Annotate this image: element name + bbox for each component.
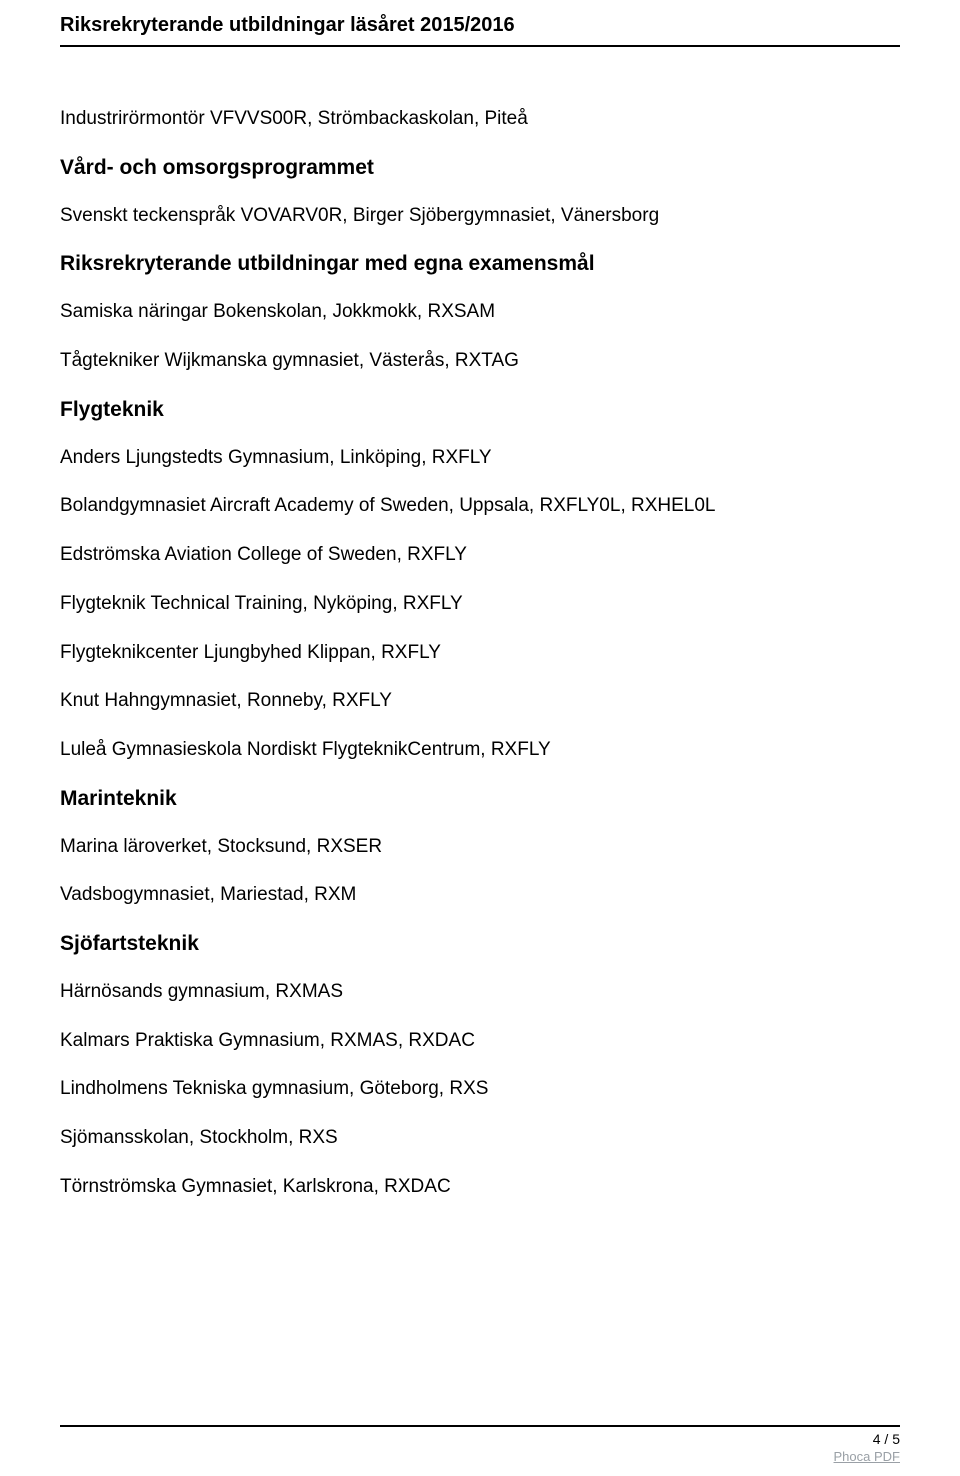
page-footer: 4 / 5 Phoca PDF	[60, 1425, 900, 1464]
body-text: Anders Ljungstedts Gymnasium, Linköping,…	[60, 446, 900, 471]
body-text: Härnösands gymnasium, RXMAS	[60, 980, 900, 1005]
section-heading: Riksrekryterande utbildningar med egna e…	[60, 252, 900, 276]
body-text: Industrirörmontör VFVVS00R, Strömbackask…	[60, 107, 900, 132]
page-number: 4 / 5	[60, 1431, 900, 1447]
body-text: Flygteknikcenter Ljungbyhed Klippan, RXF…	[60, 641, 900, 666]
body-text: Knut Hahngymnasiet, Ronneby, RXFLY	[60, 689, 900, 714]
phoca-pdf-link[interactable]: Phoca PDF	[60, 1449, 900, 1464]
body-text: Samiska näringar Bokenskolan, Jokkmokk, …	[60, 300, 900, 325]
header-divider	[60, 45, 900, 47]
body-text: Törnströmska Gymnasiet, Karlskrona, RXDA…	[60, 1175, 900, 1200]
section-heading: Vård- och omsorgsprogrammet	[60, 156, 900, 180]
section-heading: Marinteknik	[60, 787, 900, 811]
page-title: Riksrekryterande utbildningar läsåret 20…	[60, 14, 900, 37]
body-text: Bolandgymnasiet Aircraft Academy of Swed…	[60, 494, 900, 519]
body-text: Kalmars Praktiska Gymnasium, RXMAS, RXDA…	[60, 1029, 900, 1054]
body-text: Marina läroverket, Stocksund, RXSER	[60, 835, 900, 860]
body-text: Edströmska Aviation College of Sweden, R…	[60, 543, 900, 568]
body-text: Tågtekniker Wijkmanska gymnasiet, Väster…	[60, 349, 900, 374]
body-text: Vadsbogymnasiet, Mariestad, RXM	[60, 883, 900, 908]
body-text: Luleå Gymnasieskola Nordiskt FlygteknikC…	[60, 738, 900, 763]
body-text: Svenskt teckenspråk VOVARV0R, Birger Sjö…	[60, 204, 900, 229]
document-body: Industrirörmontör VFVVS00R, Strömbackask…	[60, 107, 900, 1199]
document-page: Riksrekryterande utbildningar läsåret 20…	[0, 0, 960, 1476]
body-text: Flygteknik Technical Training, Nyköping,…	[60, 592, 900, 617]
section-heading: Flygteknik	[60, 398, 900, 422]
footer-divider	[60, 1425, 900, 1427]
section-heading: Sjöfartsteknik	[60, 932, 900, 956]
body-text: Sjömansskolan, Stockholm, RXS	[60, 1126, 900, 1151]
body-text: Lindholmens Tekniska gymnasium, Göteborg…	[60, 1077, 900, 1102]
